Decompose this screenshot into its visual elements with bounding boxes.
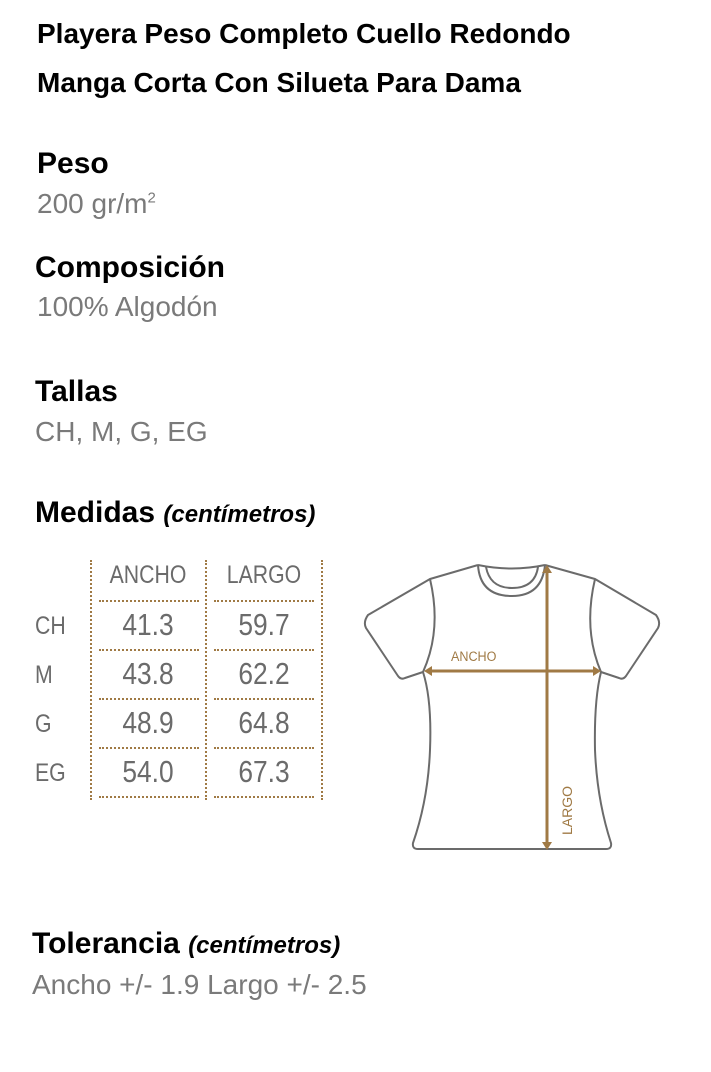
composicion-label: Composición [35, 251, 226, 284]
cell-largo-m: 62.2 [238, 656, 290, 691]
title-line-2: Manga Corta Con Silueta Para Dama [37, 67, 521, 98]
cell-largo-g: 64.8 [238, 705, 290, 740]
table-divider [90, 560, 92, 800]
tolerancia-label: Tolerancia [32, 927, 180, 960]
row-divider [99, 600, 199, 602]
tolerancia-value: Ancho +/- 1.9 Largo +/- 2.5 [32, 969, 367, 1000]
row-divider [214, 796, 314, 798]
table-divider [321, 560, 323, 800]
row-divider [99, 796, 199, 798]
column-header-largo: LARGO [226, 561, 302, 589]
row-divider [214, 747, 314, 749]
row-size-ch: CH [35, 612, 66, 640]
row-size-eg: EG [35, 759, 66, 787]
composicion-value: 100% Algodón [37, 291, 218, 322]
row-size-m: M [35, 661, 53, 689]
title-line-1: Playera Peso Completo Cuello Redondo [37, 18, 571, 49]
measure-arrows [424, 565, 601, 850]
tallas-value: CH, M, G, EG [35, 416, 208, 447]
arrowhead-icon [593, 666, 601, 676]
row-divider [99, 747, 199, 749]
arrowhead-icon [542, 565, 552, 573]
peso-value-text: 200 gr/m [37, 188, 148, 219]
row-divider [214, 698, 314, 700]
cell-largo-eg: 67.3 [238, 754, 290, 789]
row-divider [214, 649, 314, 651]
medidas-heading: Medidas (centímetros) [35, 498, 315, 528]
cell-ancho-eg: 54.0 [122, 754, 174, 789]
tolerancia-unit: (centímetros) [188, 932, 341, 959]
cell-largo-ch: 59.7 [238, 607, 290, 642]
row-divider [99, 649, 199, 651]
peso-superscript: 2 [147, 189, 156, 207]
cell-ancho-g: 48.9 [122, 705, 174, 740]
arrowhead-icon [542, 842, 552, 850]
row-divider [99, 698, 199, 700]
largo-diagram-label: LARGO [559, 786, 575, 835]
tshirt-outline [363, 564, 661, 850]
arrowhead-icon [424, 666, 432, 676]
tolerancia-heading: Tolerancia (centímetros) [32, 929, 340, 959]
cell-ancho-m: 43.8 [122, 656, 174, 691]
ancho-diagram-label: ANCHO [451, 648, 496, 664]
row-divider [214, 600, 314, 602]
peso-value: 200 gr/m2 [37, 190, 156, 218]
peso-label: Peso [37, 147, 109, 180]
row-size-g: G [35, 710, 52, 738]
cell-ancho-ch: 41.3 [122, 607, 174, 642]
tallas-label: Tallas [35, 375, 118, 408]
medidas-label: Medidas [35, 496, 156, 529]
medidas-unit: (centímetros) [163, 501, 316, 528]
column-header-ancho: ANCHO [109, 561, 187, 589]
table-divider [205, 560, 207, 800]
